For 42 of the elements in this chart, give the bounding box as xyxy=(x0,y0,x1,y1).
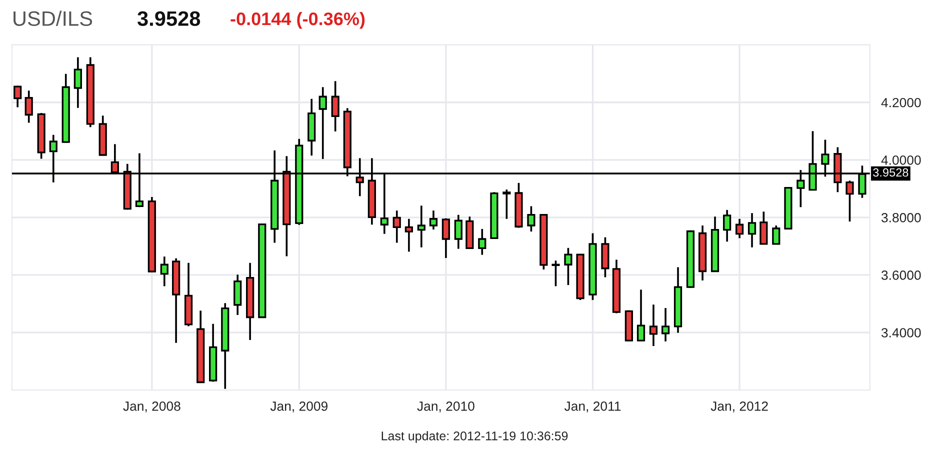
candlestick xyxy=(454,214,462,250)
candlestick xyxy=(564,247,572,286)
candlestick xyxy=(392,210,401,244)
candlestick xyxy=(478,228,486,256)
text: Last update: 2012-11-19 10:36:59 xyxy=(382,431,568,443)
y-tick-label: 4.0000 xyxy=(881,155,921,165)
candlestick xyxy=(760,210,768,246)
candlestick xyxy=(429,210,438,230)
candlestick xyxy=(735,218,744,240)
x-tick-label: Jan, 2010 xyxy=(417,401,474,412)
x-tick-label: Jan, 2012 xyxy=(710,401,768,412)
ref-line-label: 3.9528 xyxy=(873,168,908,177)
candlestick xyxy=(234,274,242,316)
candlestick xyxy=(723,209,732,243)
candlestick xyxy=(772,224,780,246)
x-tick-label: Jan, 2008 xyxy=(123,401,180,412)
candlestick xyxy=(527,205,536,232)
candlestick xyxy=(442,217,450,259)
y-tick-label: 3.6000 xyxy=(881,270,921,280)
text: -0.0144 (-0.36%) xyxy=(230,12,365,29)
candlestick xyxy=(846,180,854,222)
x-tick-label: Jan, 2011 xyxy=(564,401,621,412)
candlestick xyxy=(74,56,82,109)
chart-title: USD/ILS xyxy=(14,10,92,26)
y-tick-label: 3.4000 xyxy=(881,328,921,338)
candlestick xyxy=(417,204,426,248)
candlestick xyxy=(552,260,560,288)
candlestick xyxy=(649,304,658,347)
candlestick xyxy=(636,288,646,342)
y-tick-label: 4.2000 xyxy=(881,98,921,108)
x-tick-label: Jan, 2009 xyxy=(270,401,328,412)
y-tick-label: 3.8000 xyxy=(881,213,921,222)
candlestick xyxy=(14,84,22,108)
candlestick xyxy=(748,212,756,248)
text: 3.9528 xyxy=(137,11,200,26)
candlestick xyxy=(502,188,511,220)
candlestick xyxy=(661,307,670,342)
candlestick xyxy=(24,90,33,124)
candlestick xyxy=(318,86,327,160)
candlestick xyxy=(160,256,168,288)
candlestick xyxy=(331,80,340,132)
candlestick xyxy=(404,218,413,253)
